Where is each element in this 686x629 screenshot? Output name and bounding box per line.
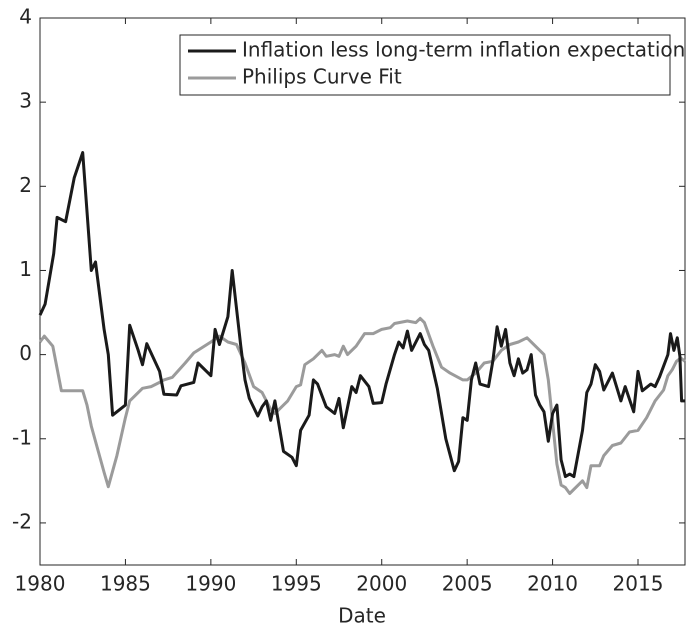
x-tick-label: 1980: [15, 572, 66, 596]
y-tick-label: 4: [19, 5, 32, 29]
x-tick-label: 1985: [100, 572, 151, 596]
y-tick-label: 0: [19, 341, 32, 365]
legend-label: Inflation less long-term inflation expec…: [242, 38, 686, 62]
x-tick-label: 2000: [356, 572, 407, 596]
x-tick-label: 1990: [185, 572, 236, 596]
x-tick-label: 1995: [271, 572, 322, 596]
x-tick-label: 2015: [613, 572, 664, 596]
legend-box: [179, 34, 671, 96]
series-line: [38, 151, 685, 479]
plot-frame: [39, 17, 686, 566]
x-tick-label: 2005: [442, 572, 493, 596]
x-axis-label: Date: [338, 604, 386, 628]
y-tick-label: 3: [19, 89, 32, 113]
y-tick-label: -1: [12, 425, 32, 449]
y-tick-label: 2: [19, 173, 32, 197]
y-tick-label: -2: [12, 509, 32, 533]
y-tick-label: 1: [19, 257, 32, 281]
x-tick-label: 2010: [527, 572, 578, 596]
legend-label: Philips Curve Fit: [242, 65, 402, 89]
